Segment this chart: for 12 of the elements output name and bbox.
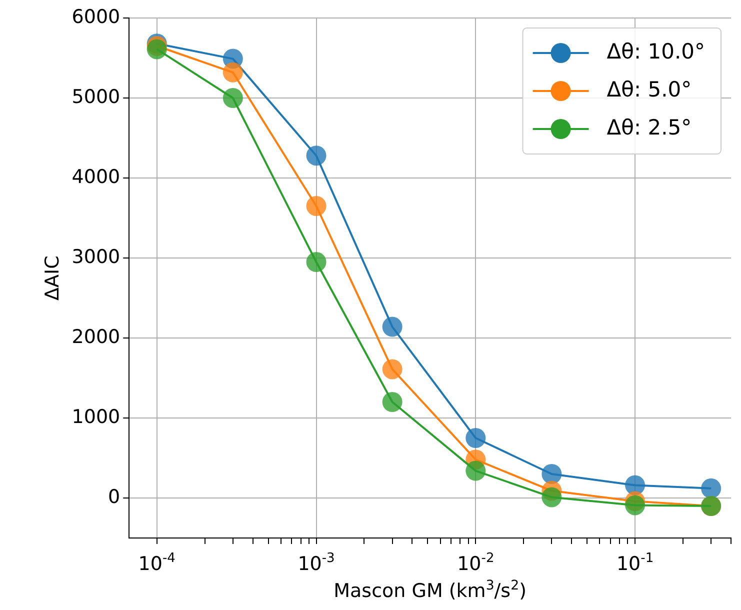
legend-label: Δθ: 5.0° xyxy=(606,77,692,102)
y-tick-label: 6000 xyxy=(72,6,120,28)
y-tick-label: 0 xyxy=(108,486,120,508)
y-tick-label: 5000 xyxy=(72,86,120,108)
legend-label: Δθ: 10.0° xyxy=(606,39,706,64)
legend-label: Δθ: 2.5° xyxy=(606,115,692,140)
y-tick-label: 3000 xyxy=(72,246,120,268)
y-tick-label: 2000 xyxy=(72,326,120,348)
x-axis-title: Mascon GM (km$^{3}$/s$^{2}$) xyxy=(334,578,526,603)
y-tick-label: 4000 xyxy=(72,166,120,188)
y-axis-title: ΔAIC xyxy=(41,256,64,300)
y-tick-label: 1000 xyxy=(72,406,120,428)
